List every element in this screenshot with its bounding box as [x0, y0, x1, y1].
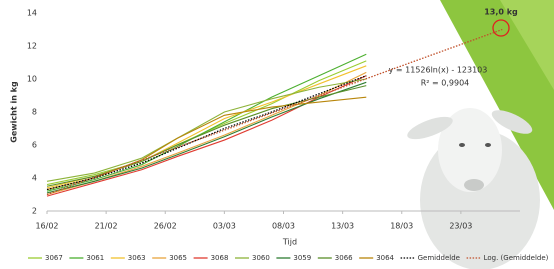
x-tick-label: 18/03	[390, 222, 413, 231]
legend-label: 3060	[252, 254, 270, 262]
x-axis-label: Tijd	[282, 238, 297, 247]
y-tick-label: 12	[27, 42, 37, 51]
y-tick-label: 4	[32, 174, 37, 183]
y-tick-label: 6	[32, 141, 37, 150]
x-tick-label: 03/03	[213, 222, 236, 231]
legend-label: 3066	[335, 254, 353, 262]
y-tick-label: 2	[32, 207, 37, 216]
legend-label: 3068	[211, 254, 229, 262]
legend-label: Gemiddelde	[418, 254, 460, 262]
legend-label: 3067	[45, 254, 63, 262]
y-tick-label: 10	[27, 75, 37, 84]
x-tick-label: 21/02	[95, 222, 118, 231]
series-line	[47, 54, 366, 191]
y-tick-label: 8	[32, 108, 37, 117]
legend-label: 3063	[128, 254, 146, 262]
legend-label: 3059	[293, 254, 311, 262]
series-line	[47, 66, 366, 188]
legend-label: Log. (Gemiddelde)	[484, 254, 549, 262]
r-squared: R² = 0,9904	[421, 79, 470, 88]
legend-label: 3065	[169, 254, 187, 262]
legend-label: 3061	[86, 254, 104, 262]
y-tick-label: 14	[27, 9, 37, 18]
x-tick-label: 13/03	[331, 222, 354, 231]
x-tick-label: 16/02	[35, 222, 58, 231]
legend-label: 3064	[376, 254, 394, 262]
chart: Gewicht in kg Tijd y = 11526ln(x) - 1231…	[0, 0, 554, 269]
x-tick-label: 26/02	[154, 222, 177, 231]
y-axis-label: Gewicht in kg	[10, 81, 19, 143]
series-line	[47, 61, 366, 185]
end-value-label: 13,0 kg	[484, 8, 518, 17]
x-tick-label: 23/03	[449, 222, 472, 231]
goat-picture	[405, 105, 540, 269]
x-tick-label: 08/03	[272, 222, 295, 231]
equation: y = 11526ln(x) - 123103	[389, 66, 488, 75]
